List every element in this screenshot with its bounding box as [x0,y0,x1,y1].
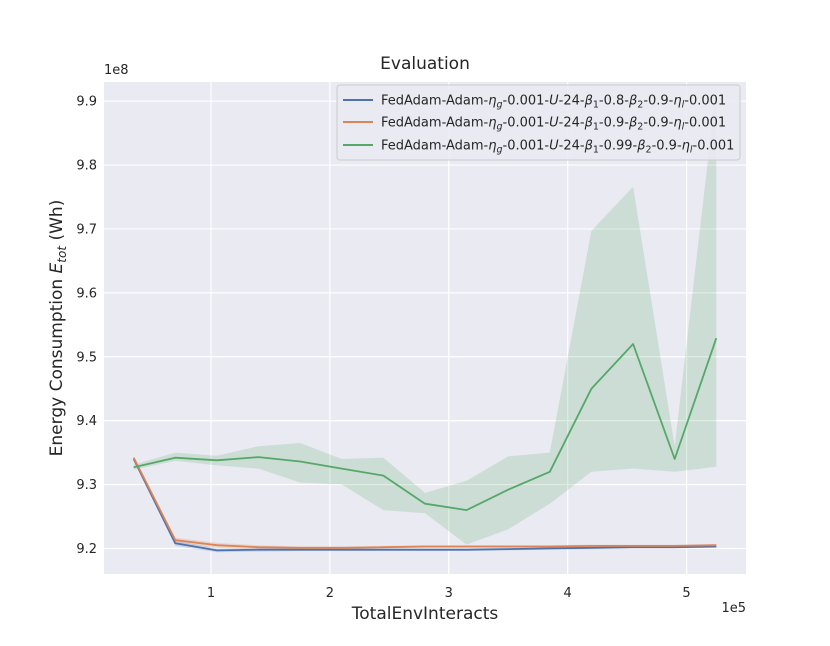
x-axis-multiplier: 1e5 [721,601,746,616]
legend-label-2: FedAdam-Adam-ηg-0.001-U-24-β1-0.99-β2-0.… [381,139,734,156]
y-axis-ticks: 9.2 9.3 9.4 9.5 9.6 9.7 9.8 9.9 [76,95,97,557]
y-tick-label-1: 9.3 [76,478,97,493]
legend-box [336,84,741,161]
series-0-line [132,458,717,552]
x-tick-label-1: 2 [326,586,334,601]
series-1-line [132,457,717,549]
y-tick-label-2: 9.4 [76,414,97,429]
y-tick-label-3: 9.5 [76,350,97,365]
grid [104,82,746,574]
legend-label-0: FedAdam-Adam-ηg-0.001-U-24-β1-0.8-β2-0.9… [381,94,726,111]
chart-title: Evaluation [380,54,470,74]
y-tick-label-0: 9.2 [76,542,97,557]
legend-label-1: FedAdam-Adam-ηg-0.001-U-24-β1-0.9-β2-0.9… [381,116,726,133]
y-tick-label-4: 9.6 [76,286,97,301]
y-axis-label: Energy Consumption Etot (Wh) [47,200,69,457]
y-axis-multiplier: 1e8 [104,63,129,78]
x-tick-label-2: 3 [445,586,453,601]
y-tick-label-5: 9.7 [76,222,97,237]
y-tick-label-7: 9.9 [76,95,97,110]
y-tick-label-6: 9.8 [76,159,97,174]
x-tick-label-3: 4 [564,586,572,601]
series-lines [132,337,718,552]
x-tick-label-4: 5 [682,586,690,601]
series-1-band [133,456,717,550]
series-2-line [133,337,718,512]
x-axis-ticks: 1 2 3 4 5 [207,586,691,601]
x-axis-label: TotalEnvInteracts [351,604,499,624]
x-tick-label-0: 1 [207,586,215,601]
legend: FedAdam-Adam-ηg-0.001-U-24-β1-0.8-β2-0.9… [336,84,741,161]
